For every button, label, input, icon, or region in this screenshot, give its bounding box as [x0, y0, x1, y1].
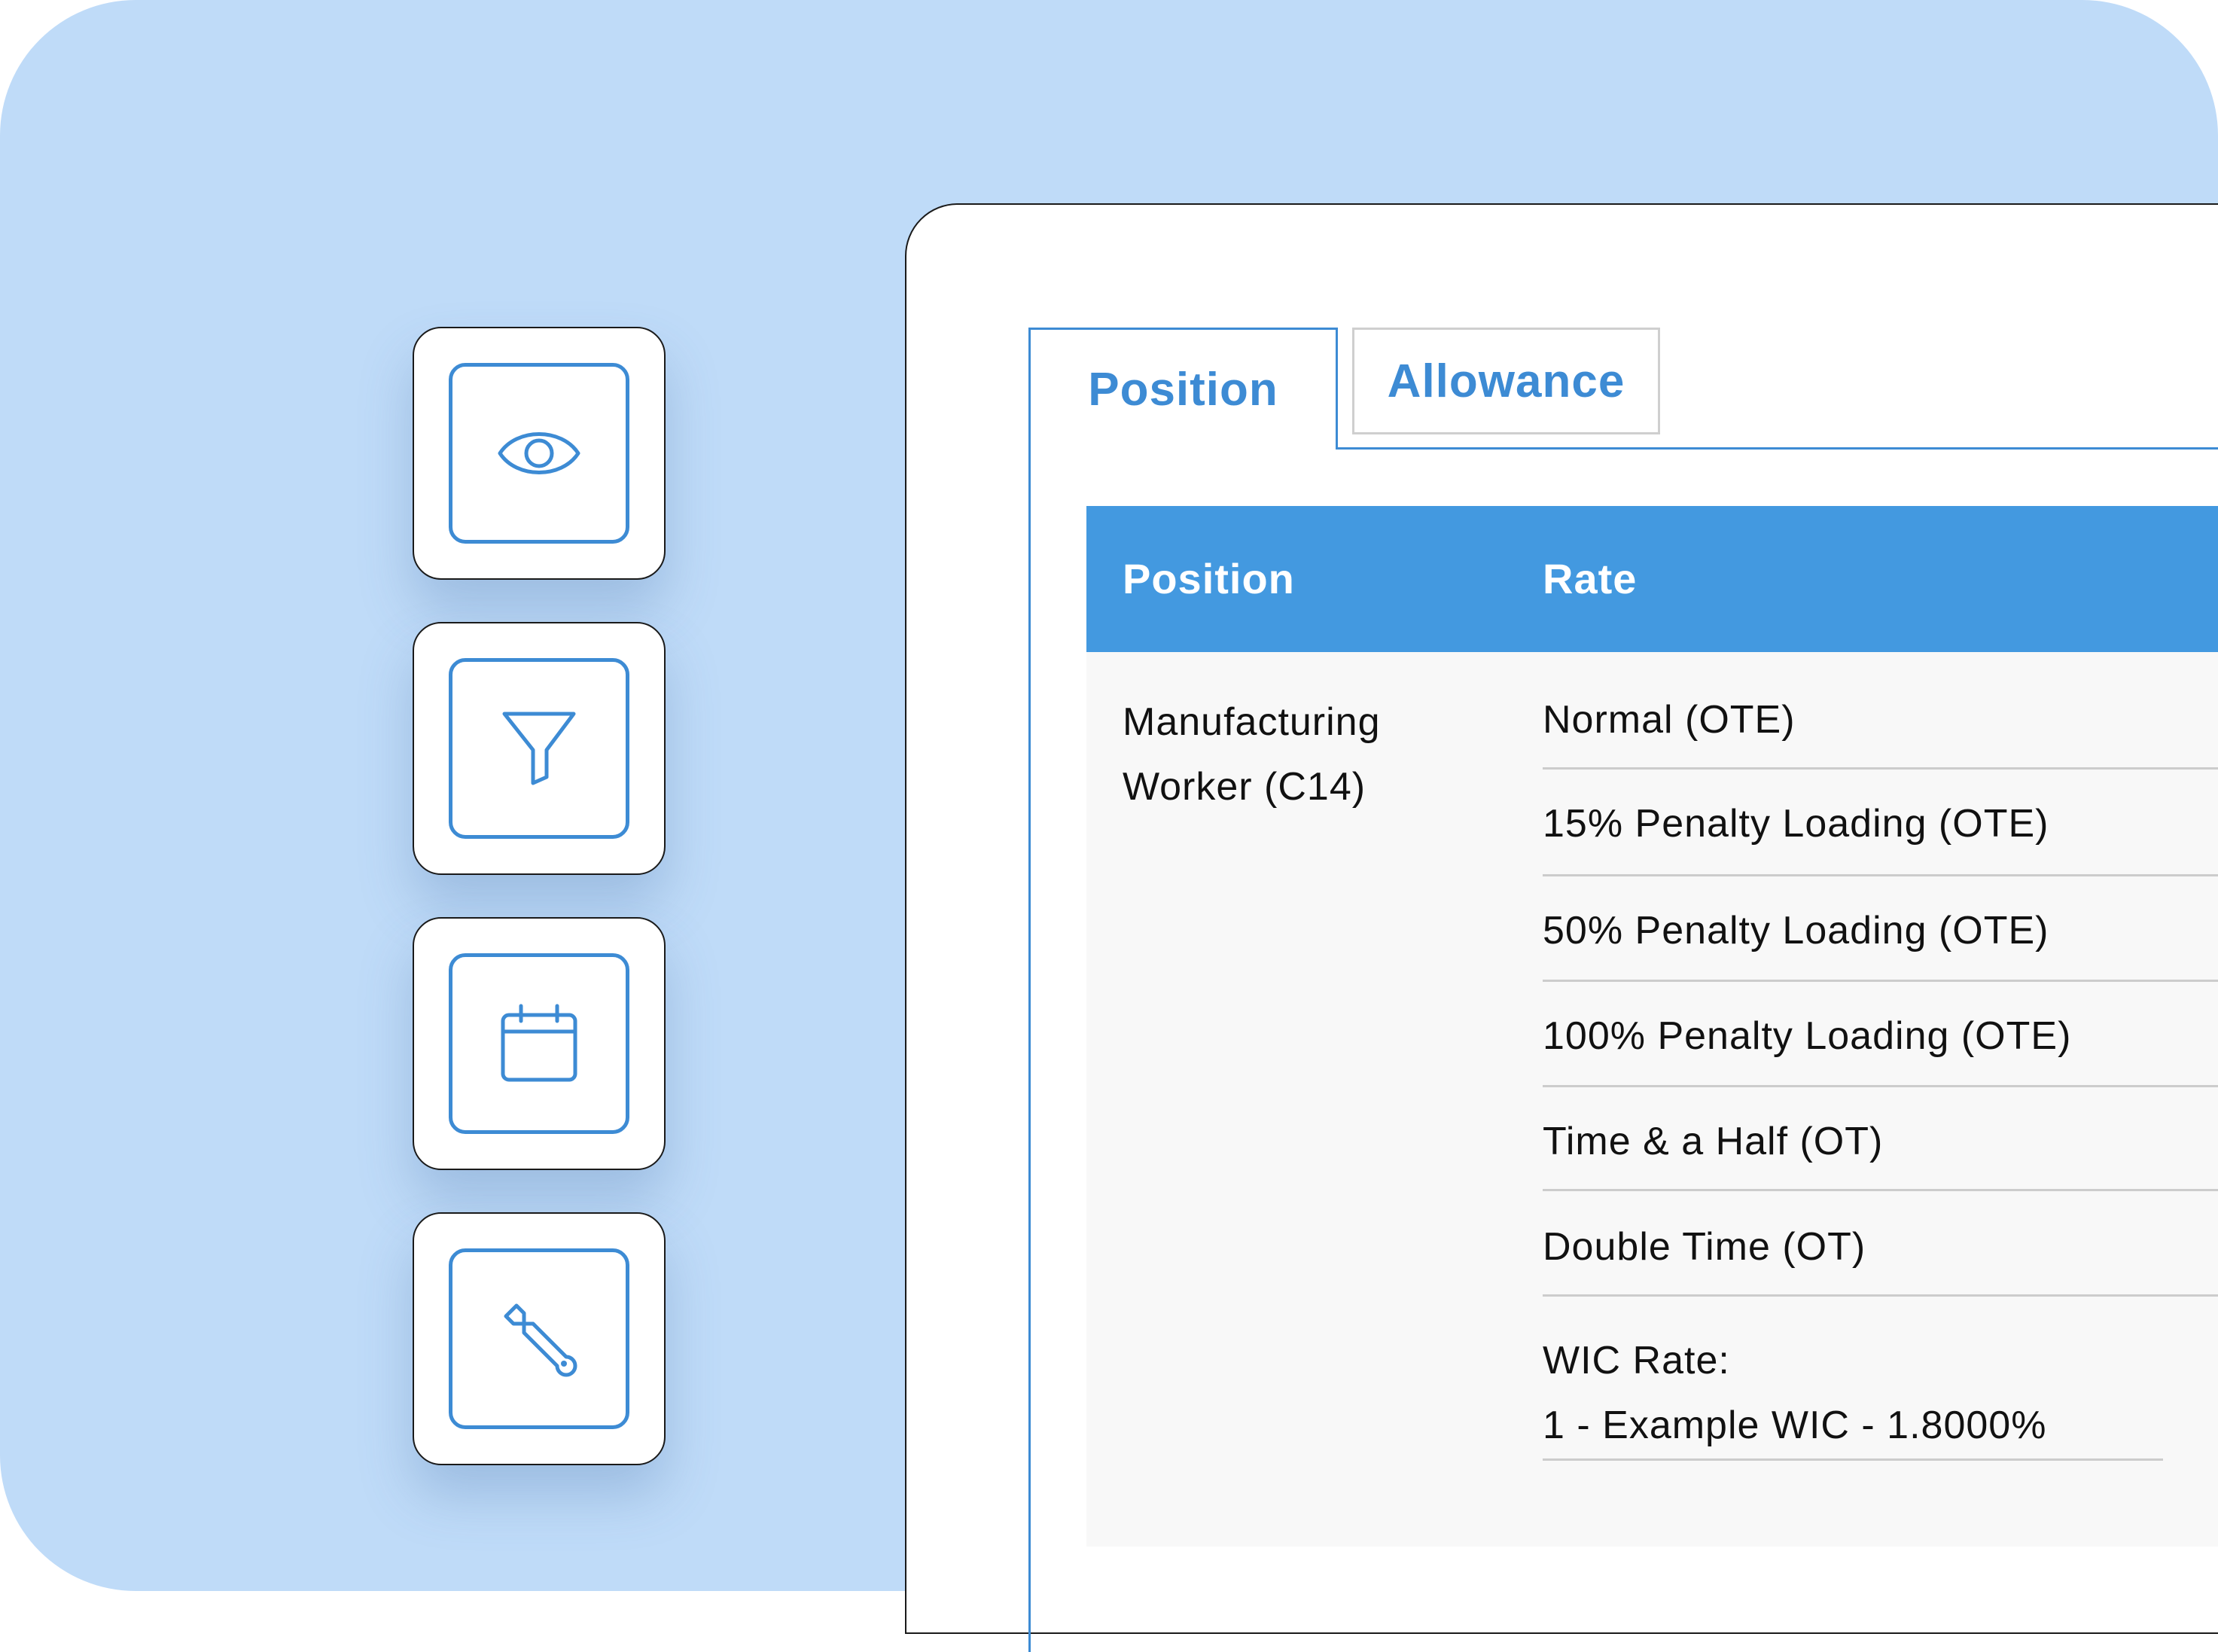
rate-row: 50% Penalty Loading (OTE) [1543, 908, 2218, 982]
filter-tool-frame [449, 658, 629, 839]
position-name-line-2: Worker (C14) [1123, 765, 1366, 809]
table-header: Position Rate [1086, 506, 2218, 652]
table-body: Manufacturing Worker (C14) Normal (OTE) … [1086, 652, 2218, 1547]
view-tool-button[interactable] [413, 327, 666, 580]
rate-label: 50% Penalty Loading (OTE) [1543, 909, 2049, 952]
rate-row: 100% Penalty Loading (OTE) [1543, 1013, 2218, 1087]
rate-label: Normal (OTE) [1543, 698, 1796, 742]
rate-label: 100% Penalty Loading (OTE) [1543, 1014, 2072, 1058]
wic-rate-label: WIC Rate: [1543, 1339, 1730, 1382]
tab-underline [1338, 447, 2218, 450]
calendar-tool-button[interactable] [413, 917, 666, 1170]
funnel-icon [502, 712, 576, 785]
tab-position[interactable]: Position [1028, 328, 1338, 450]
rate-label: 15% Penalty Loading (OTE) [1543, 802, 2049, 846]
rate-label: Time & a Half (OT) [1543, 1120, 1884, 1163]
calendar-tool-frame [449, 953, 629, 1134]
wic-rate-value: 1 - Example WIC - 1.8000% [1543, 1404, 2047, 1447]
wrench-icon [504, 1303, 577, 1377]
wic-rate-row: WIC Rate: 1 - Example WIC - 1.8000% [1543, 1328, 2163, 1461]
column-header-position: Position [1123, 555, 1295, 602]
rate-row: Double Time (OT) [1543, 1224, 2218, 1297]
position-cell: Manufacturing Worker (C14) [1123, 690, 1484, 819]
settings-tool-frame [449, 1248, 629, 1429]
calendar-icon [501, 1004, 577, 1082]
eye-icon [498, 432, 580, 474]
settings-tool-button[interactable] [413, 1212, 666, 1465]
rate-row: Normal (OTE) [1543, 697, 2218, 770]
column-header-rate: Rate [1543, 555, 1638, 602]
rate-row: 15% Penalty Loading (OTE) [1543, 801, 2218, 876]
view-tool-frame [449, 363, 629, 544]
filter-tool-button[interactable] [413, 622, 666, 875]
tab-content-frame [1028, 447, 2218, 1652]
position-name-line-1: Manufacturing [1123, 700, 1381, 744]
rate-row: Time & a Half (OT) [1543, 1119, 2218, 1191]
tab-allowance[interactable]: Allowance [1352, 328, 1660, 434]
rate-label: Double Time (OT) [1543, 1225, 1866, 1269]
